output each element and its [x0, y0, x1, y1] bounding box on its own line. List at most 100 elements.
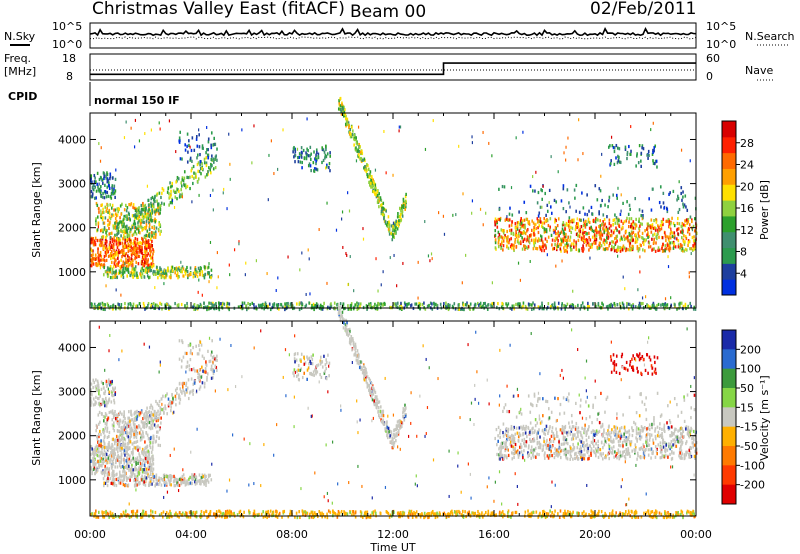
- echo-cell: [494, 223, 496, 227]
- echo-cell: [632, 226, 635, 230]
- echo-cell: [353, 289, 355, 293]
- echo-cell: [393, 229, 396, 233]
- echo-cell: [104, 205, 107, 209]
- echo-cell: [546, 209, 549, 213]
- echo-cell: [685, 248, 688, 252]
- echo-cell: [152, 462, 155, 466]
- echo-cell: [110, 196, 113, 200]
- echo-cell: [138, 210, 141, 215]
- echo-cell: [161, 307, 163, 311]
- echo-cell: [158, 476, 160, 480]
- echo-cell: [666, 207, 669, 211]
- echo-cell: [363, 157, 366, 161]
- echo-cell: [100, 387, 103, 391]
- echo-cell: [399, 218, 402, 223]
- echo-cell: [118, 470, 121, 474]
- echo-cell: [535, 170, 537, 174]
- echo-cell: [144, 237, 147, 241]
- echo-cell: [391, 238, 394, 242]
- echo-cell: [550, 211, 553, 215]
- echo-cell: [362, 305, 365, 310]
- echo-cell: [198, 133, 200, 137]
- echo-cell: [125, 238, 128, 242]
- echo-cell: [157, 443, 160, 447]
- echo-cell: [565, 221, 568, 226]
- echo-cell: [614, 221, 617, 225]
- echo-cell: [141, 241, 144, 246]
- echo-cell: [135, 440, 137, 444]
- echo-cell: [357, 304, 359, 309]
- echo-cell: [444, 304, 447, 308]
- echo-cell: [664, 297, 667, 301]
- echo-cell: [203, 305, 206, 309]
- echo-cell: [176, 187, 178, 191]
- echo-cell: [152, 272, 155, 277]
- echo-cell: [353, 133, 355, 138]
- echo-cell: [100, 262, 103, 267]
- echo-cell: [556, 232, 559, 236]
- echo-cell: [173, 479, 176, 483]
- echo-cell: [608, 244, 610, 248]
- echo-cell: [607, 145, 610, 149]
- echo-cell: [134, 222, 137, 226]
- echo-cell: [662, 217, 665, 221]
- echo-cell: [103, 226, 106, 230]
- echo-cell: [544, 237, 547, 241]
- echo-cell: [137, 209, 140, 213]
- echo-cell: [179, 138, 181, 143]
- echo-cell: [471, 141, 473, 145]
- echo-cell: [106, 474, 109, 478]
- echo-cell: [111, 237, 114, 241]
- echo-cell: [144, 209, 147, 213]
- echo-cell: [113, 398, 115, 402]
- echo-cell: [241, 128, 243, 132]
- echo-cell: [570, 247, 573, 252]
- echo-cell: [109, 195, 112, 199]
- echo-cell: [94, 243, 97, 247]
- echo-cell: [158, 220, 161, 225]
- echo-cell: [624, 248, 627, 253]
- echo-cell: [229, 162, 231, 166]
- echo-cell: [137, 211, 140, 215]
- echo-cell: [131, 271, 134, 276]
- echo-cell: [365, 304, 368, 308]
- echo-cell: [149, 443, 151, 447]
- echo-cell: [102, 216, 104, 220]
- echo-cell: [203, 274, 206, 278]
- echo-cell: [305, 292, 307, 296]
- echo-cell: [181, 265, 184, 269]
- echo-cell: [619, 212, 622, 217]
- echo-cell: [174, 271, 176, 275]
- echo-cell: [139, 455, 141, 459]
- echo-cell: [220, 302, 222, 306]
- echo-cell: [91, 194, 94, 198]
- echo-cell: [115, 249, 118, 253]
- echo-cell: [90, 399, 92, 404]
- echo-cell: [131, 214, 134, 218]
- echo-cell: [118, 476, 120, 480]
- echo-cell: [115, 242, 118, 246]
- echo-cell: [118, 221, 121, 225]
- echo-cell: [396, 215, 399, 219]
- echo-cell: [372, 305, 375, 309]
- echo-cell: [145, 431, 147, 435]
- freq-label: Freq.: [4, 52, 31, 65]
- echo-cell: [297, 160, 300, 164]
- echo-cell: [578, 232, 581, 237]
- echo-cell: [98, 258, 100, 262]
- echo-cell: [99, 302, 102, 306]
- echo-cell: [102, 307, 105, 311]
- echo-cell: [136, 439, 139, 444]
- echo-cell: [582, 206, 585, 210]
- echo-cell: [300, 146, 303, 150]
- echo-cell: [124, 266, 127, 270]
- echo-cell: [137, 221, 139, 225]
- echo-cell: [129, 239, 131, 243]
- echo-cell: [358, 150, 361, 154]
- echo-cell: [578, 118, 580, 122]
- echo-cell: [148, 276, 150, 280]
- echo-cell: [202, 273, 205, 278]
- echo-cell: [255, 305, 257, 309]
- echo-cell: [126, 466, 129, 470]
- echo-cell: [216, 158, 218, 162]
